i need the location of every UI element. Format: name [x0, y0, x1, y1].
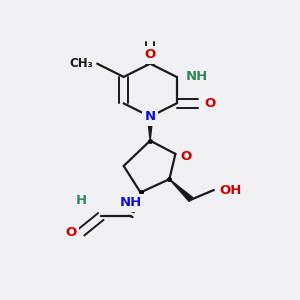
- Text: NH: NH: [120, 196, 142, 209]
- Text: O: O: [204, 97, 215, 110]
- Text: H: H: [76, 194, 87, 207]
- Text: NH: NH: [186, 70, 208, 83]
- Text: OH: OH: [219, 184, 242, 196]
- Text: O: O: [180, 150, 191, 163]
- Text: NH: NH: [120, 196, 142, 209]
- Polygon shape: [169, 179, 193, 202]
- Text: N: N: [145, 110, 156, 123]
- Text: H: H: [76, 194, 87, 207]
- Text: O: O: [65, 226, 76, 238]
- Polygon shape: [148, 117, 153, 141]
- Text: O: O: [204, 97, 215, 110]
- Text: O: O: [180, 150, 191, 163]
- Text: OH: OH: [219, 184, 242, 196]
- Text: CH₃: CH₃: [70, 57, 94, 70]
- Text: O: O: [145, 48, 156, 61]
- Text: N: N: [145, 110, 156, 123]
- Text: O: O: [65, 226, 76, 238]
- Text: CH₃: CH₃: [70, 57, 94, 70]
- Text: O: O: [145, 48, 156, 61]
- Text: NH: NH: [186, 70, 208, 83]
